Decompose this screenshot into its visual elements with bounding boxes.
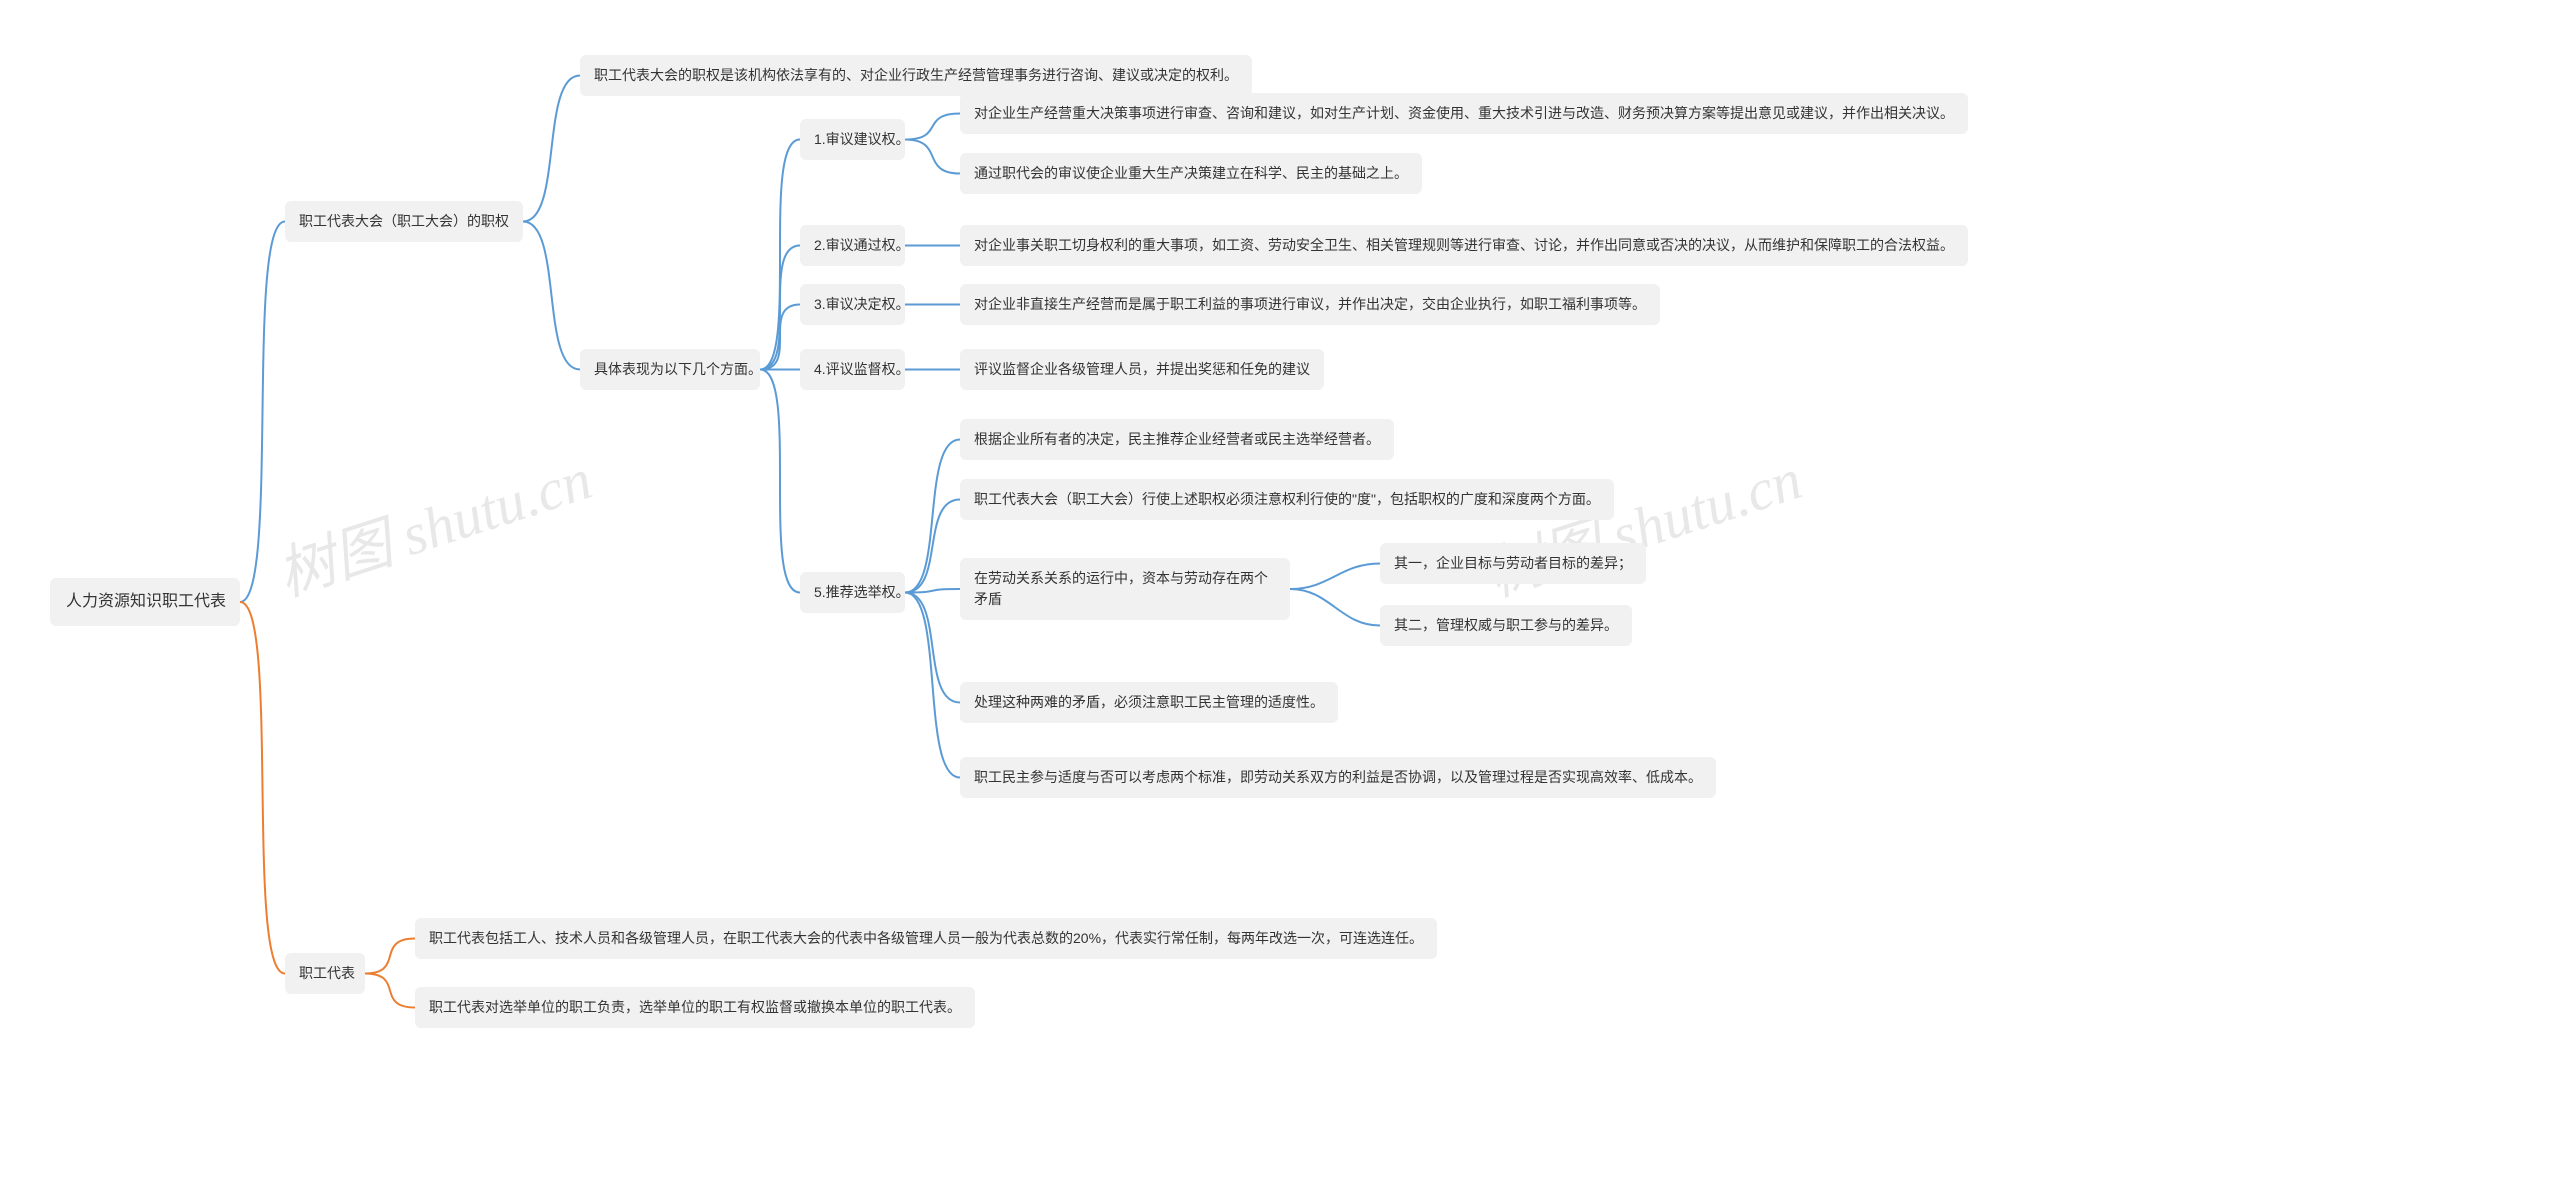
connector <box>905 593 960 778</box>
branch-authority[interactable]: 职工代表大会（职工大会）的职权 <box>285 201 523 242</box>
connector <box>1290 564 1380 590</box>
watermark-text: 树图 shutu.cn <box>265 432 600 612</box>
connector <box>905 500 960 593</box>
connector <box>760 246 800 370</box>
connector <box>905 440 960 593</box>
connector <box>365 939 415 974</box>
connector <box>523 76 580 222</box>
connector <box>523 222 580 370</box>
watermark-text: 树图 shutu.cn <box>1475 432 1810 612</box>
branch-representative[interactable]: 职工代表 <box>285 953 365 994</box>
recommend-detail-4[interactable]: 处理这种两难的矛盾，必须注意职工民主管理的适度性。 <box>960 682 1338 723</box>
recommend-detail-1[interactable]: 根据企业所有者的决定，民主推荐企业经营者或民主选举经营者。 <box>960 419 1394 460</box>
connector <box>365 974 415 1008</box>
approve-detail[interactable]: 对企业事关职工切身权利的重大事项，如工资、劳动安全卫生、相关管理规则等进行审查、… <box>960 225 1968 266</box>
mindmap-canvas: 树图 shutu.cn 树图 shutu.cn 人力资源知识职工代表 职工代表大… <box>0 0 2560 1189</box>
connector <box>760 305 800 370</box>
suggest-detail-1[interactable]: 对企业生产经营重大决策事项进行审查、咨询和建议，如对生产计划、资金使用、重大技术… <box>960 93 1968 134</box>
power-1-suggest[interactable]: 1.审议建议权。 <box>800 119 905 160</box>
connector <box>905 589 960 593</box>
contradiction-2[interactable]: 其二，管理权威与职工参与的差异。 <box>1380 605 1632 646</box>
connector <box>905 593 960 703</box>
power-4-supervise[interactable]: 4.评议监督权。 <box>800 349 905 390</box>
connector <box>905 140 960 174</box>
connector <box>240 602 285 974</box>
power-5-recommend[interactable]: 5.推荐选举权。 <box>800 572 905 613</box>
connector <box>905 114 960 140</box>
recommend-detail-5[interactable]: 职工民主参与适度与否可以考虑两个标准，即劳动关系双方的利益是否协调，以及管理过程… <box>960 757 1716 798</box>
connector <box>760 140 800 370</box>
decide-detail[interactable]: 对企业非直接生产经营而是属于职工利益的事项进行审议，并作出决定，交由企业执行，如… <box>960 284 1660 325</box>
authority-definition[interactable]: 职工代表大会的职权是该机构依法享有的、对企业行政生产经营管理事务进行咨询、建议或… <box>580 55 1252 96</box>
connector <box>240 222 285 603</box>
representative-detail-1[interactable]: 职工代表包括工人、技术人员和各级管理人员，在职工代表大会的代表中各级管理人员一般… <box>415 918 1437 959</box>
root-node[interactable]: 人力资源知识职工代表 <box>50 578 240 626</box>
recommend-detail-2[interactable]: 职工代表大会（职工大会）行使上述职权必须注意权利行使的"度"，包括职权的广度和深… <box>960 479 1614 520</box>
power-2-approve[interactable]: 2.审议通过权。 <box>800 225 905 266</box>
recommend-detail-3[interactable]: 在劳动关系关系的运行中，资本与劳动存在两个矛盾 <box>960 558 1290 620</box>
power-3-decide[interactable]: 3.审议决定权。 <box>800 284 905 325</box>
contradiction-1[interactable]: 其一，企业目标与劳动者目标的差异； <box>1380 543 1646 584</box>
authority-aspects[interactable]: 具体表现为以下几个方面。 <box>580 349 760 390</box>
suggest-detail-2[interactable]: 通过职代会的审议使企业重大生产决策建立在科学、民主的基础之上。 <box>960 153 1422 194</box>
representative-detail-2[interactable]: 职工代表对选举单位的职工负责，选举单位的职工有权监督或撤换本单位的职工代表。 <box>415 987 975 1028</box>
connector <box>1290 589 1380 626</box>
connector <box>760 370 800 593</box>
supervise-detail[interactable]: 评议监督企业各级管理人员，并提出奖惩和任免的建议 <box>960 349 1324 390</box>
